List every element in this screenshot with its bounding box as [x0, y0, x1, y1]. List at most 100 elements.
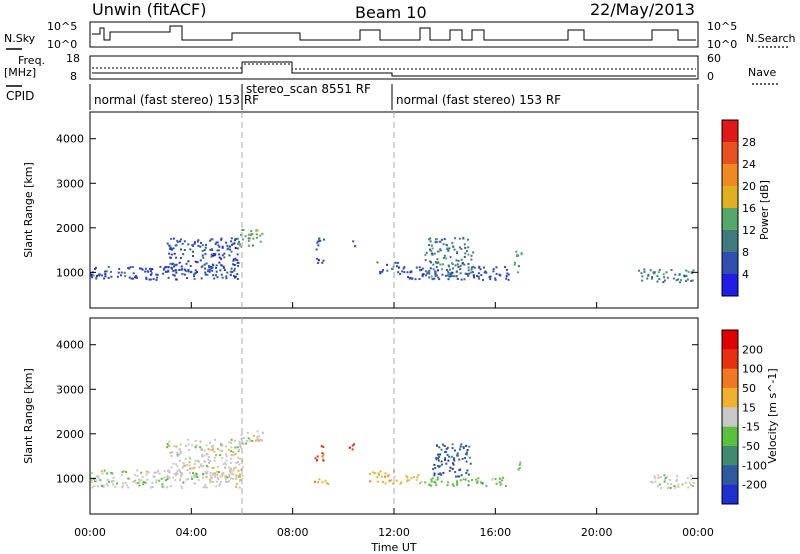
power-cell [442, 256, 445, 259]
power-cell [479, 268, 482, 271]
power-cell [167, 276, 170, 279]
velocity-cell [381, 475, 383, 478]
power-cell [435, 261, 438, 264]
power-cell [234, 238, 237, 240]
velocity-cell [232, 454, 235, 457]
freq-frame [89, 55, 699, 80]
velocity-cell [197, 466, 200, 469]
power-cell [641, 279, 644, 282]
power-cell [441, 268, 443, 271]
power-cell [189, 265, 192, 267]
velocity-cell [439, 453, 442, 456]
power-cell [185, 262, 188, 265]
velocity-cell [465, 444, 468, 447]
velocity-cell [229, 468, 232, 471]
power-cell [155, 278, 158, 281]
power-cell [444, 274, 447, 277]
power-ytick-label: 2000 [56, 222, 84, 235]
power-cell [187, 270, 190, 273]
velocity-cell [212, 444, 215, 447]
velocity-cell [235, 478, 237, 481]
power-cell [180, 248, 182, 251]
power-cell [236, 253, 239, 256]
velocity-colorbar-swatch [722, 407, 738, 428]
velocity-cell [90, 479, 93, 482]
velocity-cell [228, 473, 231, 476]
velocity-cell [468, 445, 471, 448]
power-cell [234, 257, 237, 260]
velocity-cell [230, 454, 233, 457]
velocity-cell [420, 480, 423, 483]
power-cell [190, 270, 193, 273]
velocity-colorbar-tick: -50 [742, 440, 760, 453]
power-cell [210, 238, 213, 241]
power-cell [436, 262, 439, 265]
velocity-cell [166, 478, 169, 481]
power-cell [183, 273, 186, 276]
power-cell [379, 272, 382, 275]
velocity-cell [204, 486, 207, 489]
power-cell [149, 278, 152, 281]
power-cell [402, 267, 405, 270]
velocity-cell [230, 442, 233, 444]
velocity-cell [415, 479, 418, 482]
power-cell [139, 267, 141, 270]
power-cell [439, 263, 442, 266]
velocity-cell [256, 430, 259, 433]
velocity-cell [112, 483, 114, 486]
velocity-cell [327, 483, 330, 486]
power-colorbar-swatch [722, 186, 738, 209]
velocity-cell [238, 442, 241, 445]
power-cell [251, 244, 254, 247]
power-cell [173, 274, 176, 277]
velocity-cell [147, 471, 150, 474]
velocity-cell [132, 480, 135, 483]
velocity-cell [176, 473, 179, 475]
power-cell [318, 237, 320, 240]
velocity-colorbar-swatch [722, 388, 738, 408]
velocity-cell [161, 485, 164, 488]
power-cell [641, 275, 644, 278]
power-cell [231, 271, 234, 273]
velocity-cell [168, 444, 171, 447]
velocity-cell [466, 469, 469, 472]
nsearch-tick-top: 10^5 [707, 20, 737, 33]
power-cell [234, 239, 237, 242]
power-cell [430, 244, 433, 247]
power-colorbar: 4 8 12 16 20 24 28 [721, 119, 756, 297]
velocity-cell [201, 453, 204, 456]
velocity-cell [188, 448, 190, 451]
power-cell [215, 270, 218, 273]
power-cell [467, 262, 470, 265]
power-cell [236, 247, 239, 250]
power-cell [211, 238, 214, 241]
velocity-cell [252, 434, 255, 437]
velocity-cell [459, 448, 461, 451]
velocity-cell [141, 475, 144, 478]
power-cell [193, 242, 196, 245]
velocity-cell [166, 474, 169, 477]
velocity-cell [369, 480, 372, 483]
velocity-cell [676, 475, 679, 478]
power-cell [473, 266, 476, 269]
velocity-cell [351, 444, 354, 447]
power-cell [240, 245, 243, 248]
power-cell [440, 238, 443, 241]
velocity-cell [667, 486, 670, 489]
velocity-cell [317, 481, 319, 484]
power-cell [425, 251, 428, 254]
velocity-cell [221, 457, 224, 460]
power-colorbar-label: Power [dB] [758, 180, 771, 240]
power-cell [472, 276, 475, 279]
power-ytick-label: 1000 [56, 266, 84, 279]
power-cell [692, 269, 695, 272]
power-cell [256, 229, 259, 232]
power-cell [118, 267, 121, 270]
radar-title: Unwin (fitACF) [92, 0, 206, 19]
velocity-cell [172, 476, 175, 479]
power-cell [215, 267, 218, 269]
velocity-cell [199, 463, 202, 466]
velocity-cell [504, 484, 507, 487]
velocity-cell [237, 469, 240, 472]
velocity-cell [235, 462, 238, 464]
